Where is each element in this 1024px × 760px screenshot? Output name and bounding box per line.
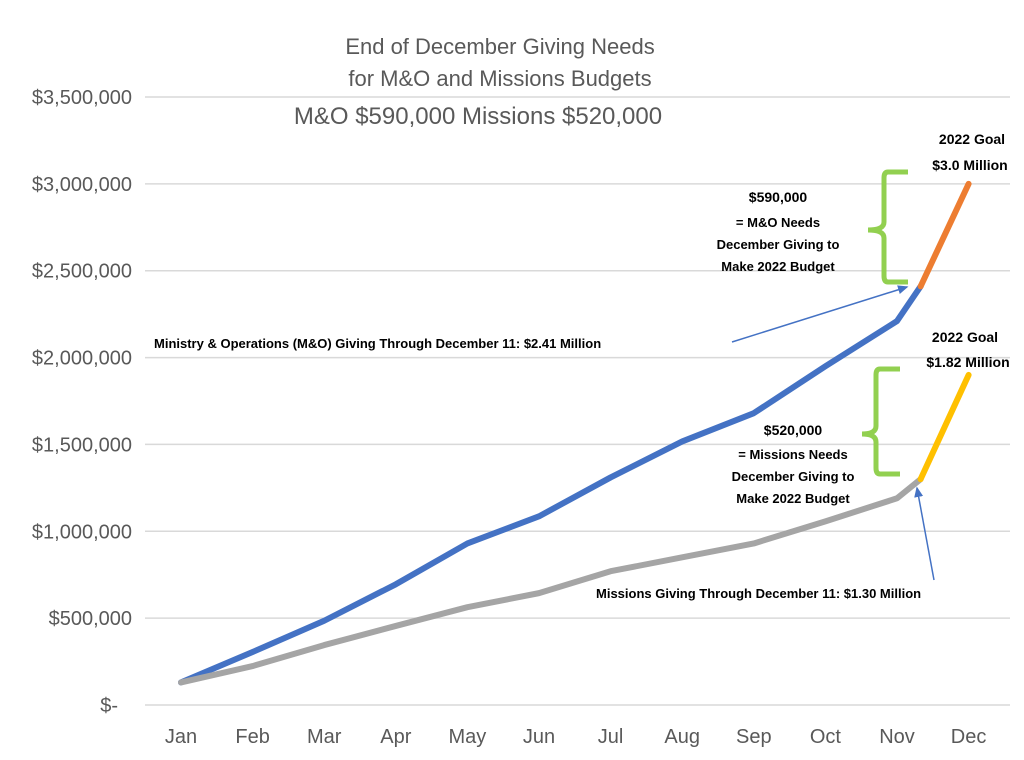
data-point	[824, 520, 826, 522]
x-tick-label: Jul	[598, 726, 624, 748]
data-point	[610, 570, 612, 572]
series-line-missions-needed	[917, 371, 972, 483]
data-point	[466, 606, 468, 608]
y-tick-label: $1,000,000	[32, 521, 132, 543]
mo-goal-label-1: 2022 Goal	[939, 131, 1005, 147]
data-point	[395, 583, 397, 585]
x-tick-label: Jan	[165, 726, 197, 748]
data-point	[466, 542, 468, 544]
missions-need-amount: $520,000	[764, 422, 823, 438]
y-tick-label: $500,000	[49, 608, 132, 630]
mo-need-amount: $590,000	[749, 189, 808, 205]
data-point	[252, 651, 254, 653]
mo-need-line2: = M&O Needs	[736, 215, 820, 230]
data-point	[538, 592, 540, 594]
mo-giving-arrow	[731, 285, 909, 343]
data-point	[323, 620, 325, 622]
missions-need-line2: = Missions Needs	[738, 447, 847, 462]
data-point	[252, 665, 254, 667]
mo-giving-label: Ministry & Operations (M&O) Giving Throu…	[154, 336, 601, 351]
data-point	[896, 497, 898, 499]
series-line-m-o-giving	[178, 283, 924, 686]
x-tick-label: Feb	[235, 726, 269, 748]
x-tick-label: Apr	[380, 726, 411, 748]
chart-title-line1: End of December Giving Needs	[345, 34, 654, 59]
series-line-m-o-needed	[917, 180, 972, 290]
y-tick-label: $1,500,000	[32, 434, 132, 456]
data-point	[920, 285, 922, 287]
x-tick-label: May	[449, 726, 487, 748]
x-tick-label: Jun	[523, 726, 555, 748]
data-point	[538, 515, 540, 517]
data-point	[681, 440, 683, 442]
data-point	[968, 183, 970, 185]
y-tick-label: $3,000,000	[32, 174, 132, 196]
x-tick-label: Mar	[307, 726, 342, 748]
data-point	[395, 625, 397, 627]
missions-need-line4: Make 2022 Budget	[736, 491, 850, 506]
missions-need-line3: December Giving to	[732, 469, 855, 484]
x-tick-label: Dec	[951, 726, 987, 748]
missions-need-brace	[861, 366, 900, 477]
chart-title-line2: for M&O and Missions Budgets	[348, 66, 651, 91]
mo-goal-label-2: $3.0 Million	[932, 157, 1007, 173]
data-point	[920, 478, 922, 480]
x-tick-label: Sep	[736, 726, 772, 748]
chart-title-line3: M&O $590,000 Missions $520,000	[294, 103, 662, 130]
data-point	[753, 412, 755, 414]
x-tick-label: Nov	[879, 726, 915, 748]
series-line-missions-giving	[178, 476, 924, 686]
data-point	[824, 365, 826, 367]
x-tick-label: Aug	[664, 726, 700, 748]
y-tick-label: $2,000,000	[32, 348, 132, 370]
missions-goal-label-1: 2022 Goal	[932, 329, 998, 345]
mo-need-brace	[867, 169, 908, 285]
data-point	[180, 681, 182, 683]
mo-need-line3: December Giving to	[717, 237, 840, 252]
y-tick-label: $-	[100, 695, 118, 717]
data-point	[681, 556, 683, 558]
data-point	[323, 644, 325, 646]
data-point	[896, 320, 898, 322]
data-point	[610, 476, 612, 478]
missions-giving-arrow	[914, 486, 935, 581]
y-tick-label: $3,500,000	[32, 87, 132, 109]
data-point	[753, 542, 755, 544]
x-tick-label: Oct	[810, 726, 842, 748]
y-tick-label: $2,500,000	[32, 261, 132, 283]
mo-need-line4: Make 2022 Budget	[721, 259, 835, 274]
missions-goal-label-2: $1.82 Million	[926, 354, 1009, 370]
data-point	[968, 374, 970, 376]
missions-giving-label: Missions Giving Through December 11: $1.…	[596, 586, 921, 601]
